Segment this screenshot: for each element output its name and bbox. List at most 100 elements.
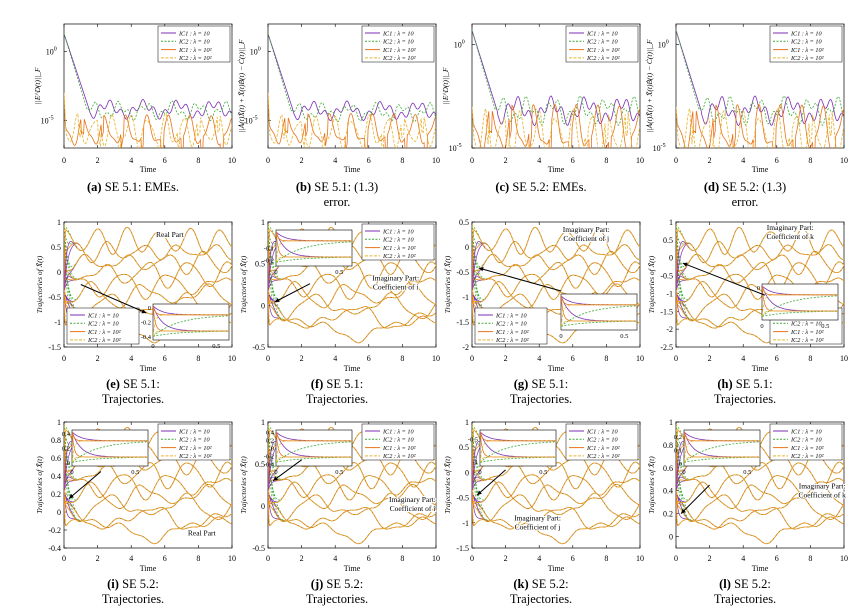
inset-line bbox=[153, 315, 229, 337]
legend-frame bbox=[66, 307, 140, 345]
y-axis-label: Trajectories of X̃(t) bbox=[647, 456, 656, 514]
legend-frame bbox=[769, 423, 843, 461]
inset-y-tick-label: -0.2 bbox=[264, 258, 274, 265]
y-tick-label: 1 bbox=[669, 418, 673, 427]
x-tick-label: 2 bbox=[504, 156, 508, 165]
caption-line-1: (l) SE 5.2: bbox=[719, 577, 771, 591]
y-tick-label: 0 bbox=[57, 268, 61, 277]
inset-y-tick-label: -0.4 bbox=[141, 334, 152, 341]
legend-entry: IC1 : λ = 10² bbox=[790, 47, 824, 54]
annotation-text: Imaginary Part: bbox=[372, 273, 419, 282]
legend-entry: IC2 : λ = 10 bbox=[790, 321, 822, 328]
x-axis-label: Time bbox=[752, 564, 769, 573]
inset-series bbox=[72, 431, 148, 463]
x-tick-label: 8 bbox=[604, 554, 608, 563]
annotation-arrowhead bbox=[477, 490, 482, 496]
x-tick-label: 8 bbox=[196, 354, 200, 363]
inset-axes: -0.5-10 0.5 bbox=[468, 429, 557, 476]
trajectory-line bbox=[472, 261, 640, 291]
x-tick-label: 2 bbox=[708, 354, 712, 363]
inset-frame bbox=[683, 429, 761, 467]
caption-line-2: Trajectories. bbox=[510, 392, 572, 406]
legend-entry: IC2 : λ = 10 bbox=[382, 437, 414, 444]
x-tick-label: 0 bbox=[62, 554, 66, 563]
annotation-arrowhead bbox=[478, 267, 484, 272]
legend-frame bbox=[769, 25, 843, 63]
annotation-text: Real Part bbox=[188, 528, 217, 537]
inset-frame bbox=[71, 429, 149, 467]
trajectory-line bbox=[64, 224, 232, 309]
series-line bbox=[64, 92, 232, 148]
annotation-text: Coefficient of k bbox=[798, 490, 846, 499]
series-group bbox=[64, 224, 232, 344]
caption-line-2: Trajectories. bbox=[714, 392, 776, 406]
x-tick-label: 10 bbox=[636, 354, 644, 363]
annotation-arrow bbox=[680, 484, 710, 514]
trajectory-line bbox=[472, 424, 640, 530]
legend-entry: IC2 : λ = 10 bbox=[87, 321, 119, 328]
inset-x-tick-label: 0 bbox=[70, 469, 73, 476]
inset-y-tick-label: -1 bbox=[473, 459, 478, 466]
x-tick-label: 4 bbox=[333, 354, 337, 363]
x-tick-label: 2 bbox=[300, 354, 304, 363]
legend-entry: IC1 : λ = 10² bbox=[87, 329, 121, 336]
axes-frame bbox=[675, 23, 845, 149]
x-tick-label: 8 bbox=[604, 156, 608, 165]
y-axis-label: Trajectories of X̃(t) bbox=[443, 255, 452, 313]
series-group bbox=[676, 30, 844, 148]
x-tick-label: 4 bbox=[741, 554, 745, 563]
x-tick-label: 10 bbox=[432, 354, 440, 363]
x-tick-label: 4 bbox=[129, 156, 133, 165]
x-tick-label: 8 bbox=[400, 354, 404, 363]
trajectory-line bbox=[472, 224, 640, 264]
inset-line bbox=[276, 441, 352, 463]
legend-frame bbox=[565, 25, 639, 63]
x-tick-label: 0 bbox=[470, 354, 474, 363]
trajectory-line bbox=[472, 224, 640, 289]
trajectory-line bbox=[268, 424, 436, 501]
y-tick-label: 1 bbox=[57, 218, 61, 227]
trajectory-line bbox=[676, 224, 844, 255]
trajectory-line bbox=[676, 424, 844, 545]
legend-entry: IC1 : λ = 10 bbox=[382, 228, 414, 235]
subplot-l: 0 2 4 6 8 10 Time 1 0.8 0.6 0.4 0.2 0 Trajectories of… bbox=[647, 418, 848, 606]
annotation-arrowhead bbox=[273, 476, 278, 481]
inset-y-tick-label: 0 bbox=[679, 461, 682, 468]
legend-frame bbox=[474, 307, 548, 345]
inset-line bbox=[561, 304, 637, 327]
annotation-arrow bbox=[274, 283, 311, 303]
legend-entry: IC1 : λ = 10² bbox=[382, 47, 416, 54]
y-tick-label: 0 bbox=[465, 468, 469, 477]
x-tick-label: 10 bbox=[432, 554, 440, 563]
x-tick-label: 2 bbox=[300, 554, 304, 563]
inset-frame bbox=[479, 429, 557, 467]
subplot-a: 0 2 4 6 8 10 Time 100 10-5 ||E^D(t)||_F IC1 : λ = … bbox=[33, 23, 236, 194]
trajectory-line bbox=[268, 224, 436, 300]
inset-line bbox=[762, 310, 838, 317]
legend-entry: IC2 : λ = 10² bbox=[87, 337, 121, 344]
legend-entry: IC2 : λ = 10 bbox=[382, 39, 414, 46]
caption-label: (e) bbox=[106, 377, 120, 391]
x-axis-label: Time bbox=[140, 165, 157, 174]
trajectory-line bbox=[472, 424, 640, 509]
legend-entry: IC2 : λ = 10 bbox=[178, 39, 210, 46]
y-tick-label: 0.5 bbox=[51, 243, 61, 252]
trajectory-line bbox=[472, 481, 640, 509]
trajectory-line bbox=[676, 224, 844, 275]
trajectory-line bbox=[676, 224, 844, 289]
legend-entry: IC2 : λ = 10 bbox=[178, 437, 210, 444]
x-tick-label: 4 bbox=[333, 156, 337, 165]
series-line bbox=[268, 92, 436, 148]
trajectory-line bbox=[64, 461, 232, 492]
annotation-arrow bbox=[478, 267, 562, 292]
x-tick-label: 4 bbox=[741, 354, 745, 363]
y-tick-label: 10-5 bbox=[41, 115, 54, 125]
y-tick-label: -1 bbox=[666, 289, 673, 298]
inset-line bbox=[153, 314, 229, 337]
inset-axes: 0.2 0.1 00 0.5 bbox=[674, 429, 761, 476]
legend-frame bbox=[361, 223, 435, 261]
y-axis-label: ||Ȧ(t)X̃(t) + X̃(t)Ḃ(t) − Ċ(t)||_F bbox=[645, 39, 654, 132]
trajectory-line bbox=[472, 261, 640, 291]
y-tick-label: 1 bbox=[261, 418, 265, 427]
inset-line bbox=[561, 305, 637, 327]
